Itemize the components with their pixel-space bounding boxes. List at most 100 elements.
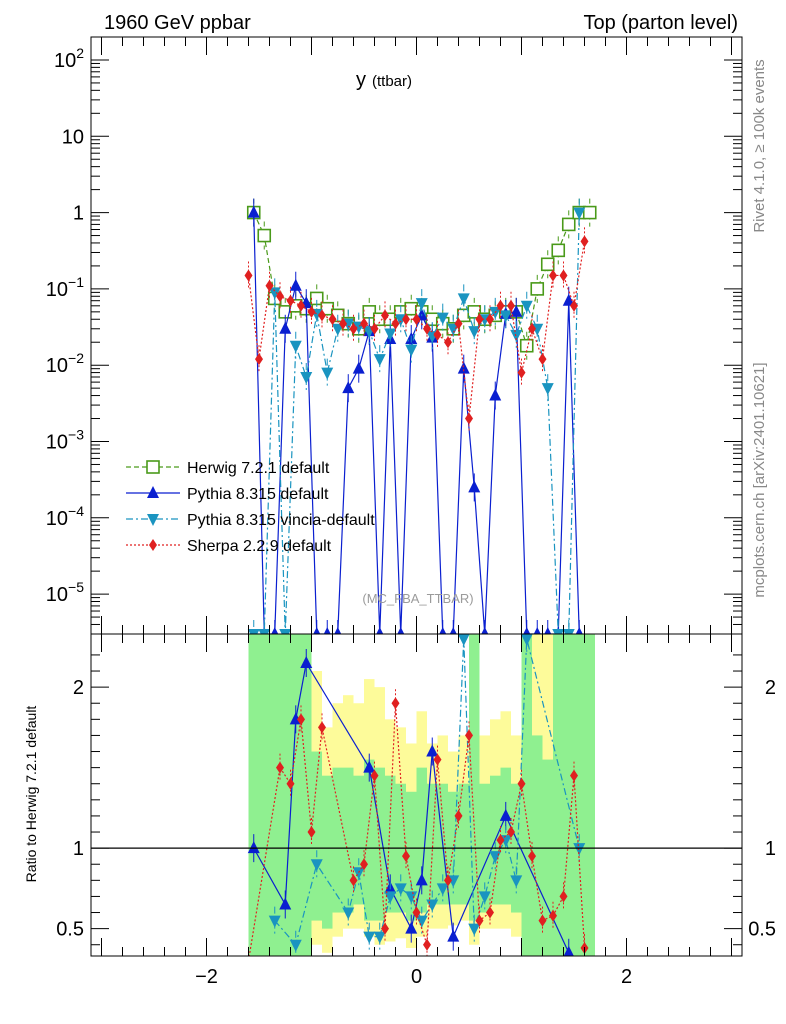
main-axes: 10−5 10−4 10−3 10−2 10−1 1 10 102 −2 0 2 [46,36,742,988]
data-point [436,883,449,896]
y-tick-label: 10−1 [46,274,84,301]
data-point [370,322,379,335]
data-point [496,299,505,312]
data-point [318,309,326,322]
data-point [247,841,260,854]
data-point [549,269,557,282]
main-series-pythia-8-315-default [247,198,583,634]
data-point [381,309,389,322]
data-point [342,381,355,394]
data-point [257,228,272,243]
data-point [247,205,260,218]
data-point [551,243,566,258]
data-point [244,269,253,282]
data-point [268,287,281,300]
data-point [468,326,481,339]
x-tick-label: 0 [411,966,422,988]
header-left: 1960 GeV ppbar [104,12,251,34]
data-point [570,769,578,782]
data-point [402,313,410,326]
data-point [279,321,292,334]
band-green-bin [343,767,354,913]
ratio-y-tick-label-right: 0.5 [748,919,776,941]
data-point [433,753,442,766]
data-point [405,921,418,934]
data-point [465,729,473,742]
data-point [352,361,365,374]
band-green-bin [574,634,585,956]
data-point [562,629,575,634]
data-point [370,769,379,782]
data-point [360,317,368,330]
data-point [412,313,421,326]
band-green-bin [311,751,322,921]
data-point [433,328,442,341]
legend-marker [147,486,159,498]
legend-label: Herwig 7.2.1 default [187,460,330,477]
data-point [268,915,281,928]
data-point [517,366,526,379]
data-point [468,480,481,493]
data-point [449,627,457,634]
data-point [289,278,302,291]
data-point [528,322,536,335]
data-point [523,627,531,634]
data-point [562,293,575,306]
data-point [468,923,481,936]
data-point [376,627,384,634]
data-point [517,777,526,790]
data-point [373,931,386,944]
data-point [373,354,386,367]
data-point [405,891,418,904]
data-point [247,629,260,634]
data-point [328,313,337,326]
data-point [297,713,305,726]
ratio-series-layer [91,634,742,956]
data-point [563,945,574,956]
legend-marker [147,514,159,526]
y-tick-label: 10−2 [46,350,84,377]
data-point [454,809,463,822]
data-point [486,313,494,326]
data-point [289,939,302,952]
data-point [349,874,358,887]
data-point [444,336,452,349]
data-point [444,874,452,887]
data-point [331,323,344,336]
data-point [339,317,347,330]
main-series-sherpa-2-2-9-default [244,227,589,433]
data-point [575,627,583,634]
data-point [384,891,397,904]
data-point [570,299,578,312]
data-point [538,914,547,927]
legend-label: Pythia 8.315 default [187,486,329,503]
y-tick-label: 1 [73,203,84,225]
data-point [258,629,271,634]
data-point [279,629,292,634]
data-point [519,338,534,353]
data-point [510,875,523,888]
data-point [265,279,274,292]
data-point [318,721,326,734]
ratio-y-tick-label-right: 1 [765,838,776,860]
y-tick-label: 10−5 [46,579,84,606]
data-point [397,627,405,634]
ratio-axes: 0.5 0.5 1 1 2 2 [56,654,776,946]
data-point [363,760,376,773]
data-point [423,938,431,951]
data-point [415,873,428,886]
data-point [310,859,323,872]
data-point [580,235,589,248]
ratio-series-pythia-8-315-vincia-default [268,634,586,956]
legend-entry: Pythia 8.315 default [126,486,329,503]
data-point [391,697,400,710]
data-point [457,634,470,646]
data-point [334,627,342,634]
ratio-y-tick-label: 0.5 [56,919,84,941]
data-point [582,205,597,220]
main-series-herwig-7-2-1-default [246,198,597,360]
plot-title: y (ttbar) [356,69,412,91]
ratio-y-tick-label: 1 [73,838,84,860]
band-green-bin [322,775,333,929]
